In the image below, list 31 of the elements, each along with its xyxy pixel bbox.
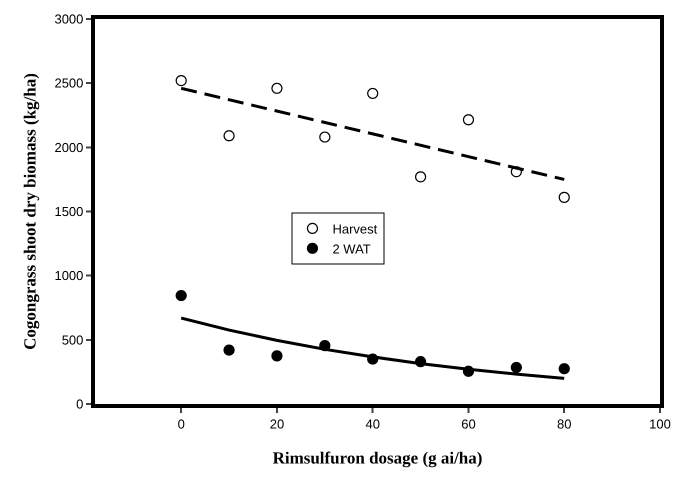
point — [414, 171, 426, 182]
x-tick-label: 80 — [557, 416, 572, 432]
point — [223, 130, 235, 142]
point — [510, 362, 522, 374]
legend-label: 2 WAT — [332, 241, 371, 256]
point — [558, 363, 570, 374]
point — [176, 75, 187, 86]
x-tick-label: 40 — [365, 416, 380, 432]
y-tick-label: 0 — [76, 396, 84, 412]
point — [271, 82, 283, 94]
y-tick-label: 2500 — [54, 76, 84, 91]
x-tick-label: 0 — [178, 416, 185, 432]
x-axis-title: Rimsulfuron dosage (g ai/ha) — [272, 448, 482, 468]
y-tick-label: 3000 — [54, 12, 84, 27]
y-tick-label: 1000 — [54, 268, 84, 284]
x-tick-label: 60 — [461, 416, 476, 432]
line-series — [180, 316, 566, 380]
point — [176, 290, 187, 302]
x-tick-label: 20 — [270, 416, 284, 432]
point — [223, 344, 235, 356]
y-tick-label: 1500 — [54, 204, 84, 220]
legend-label: Harvest — [332, 221, 378, 236]
x-tick-label: 100 — [649, 416, 671, 432]
point — [462, 114, 474, 126]
point — [319, 131, 330, 143]
y-axis-title: Cogongrass shoot dry biomass (kg/ha) — [20, 73, 40, 350]
point — [367, 88, 378, 100]
y-tick-label: 500 — [62, 332, 84, 348]
point — [558, 192, 570, 203]
y-tick-label: 2000 — [54, 140, 84, 155]
point — [271, 350, 283, 362]
